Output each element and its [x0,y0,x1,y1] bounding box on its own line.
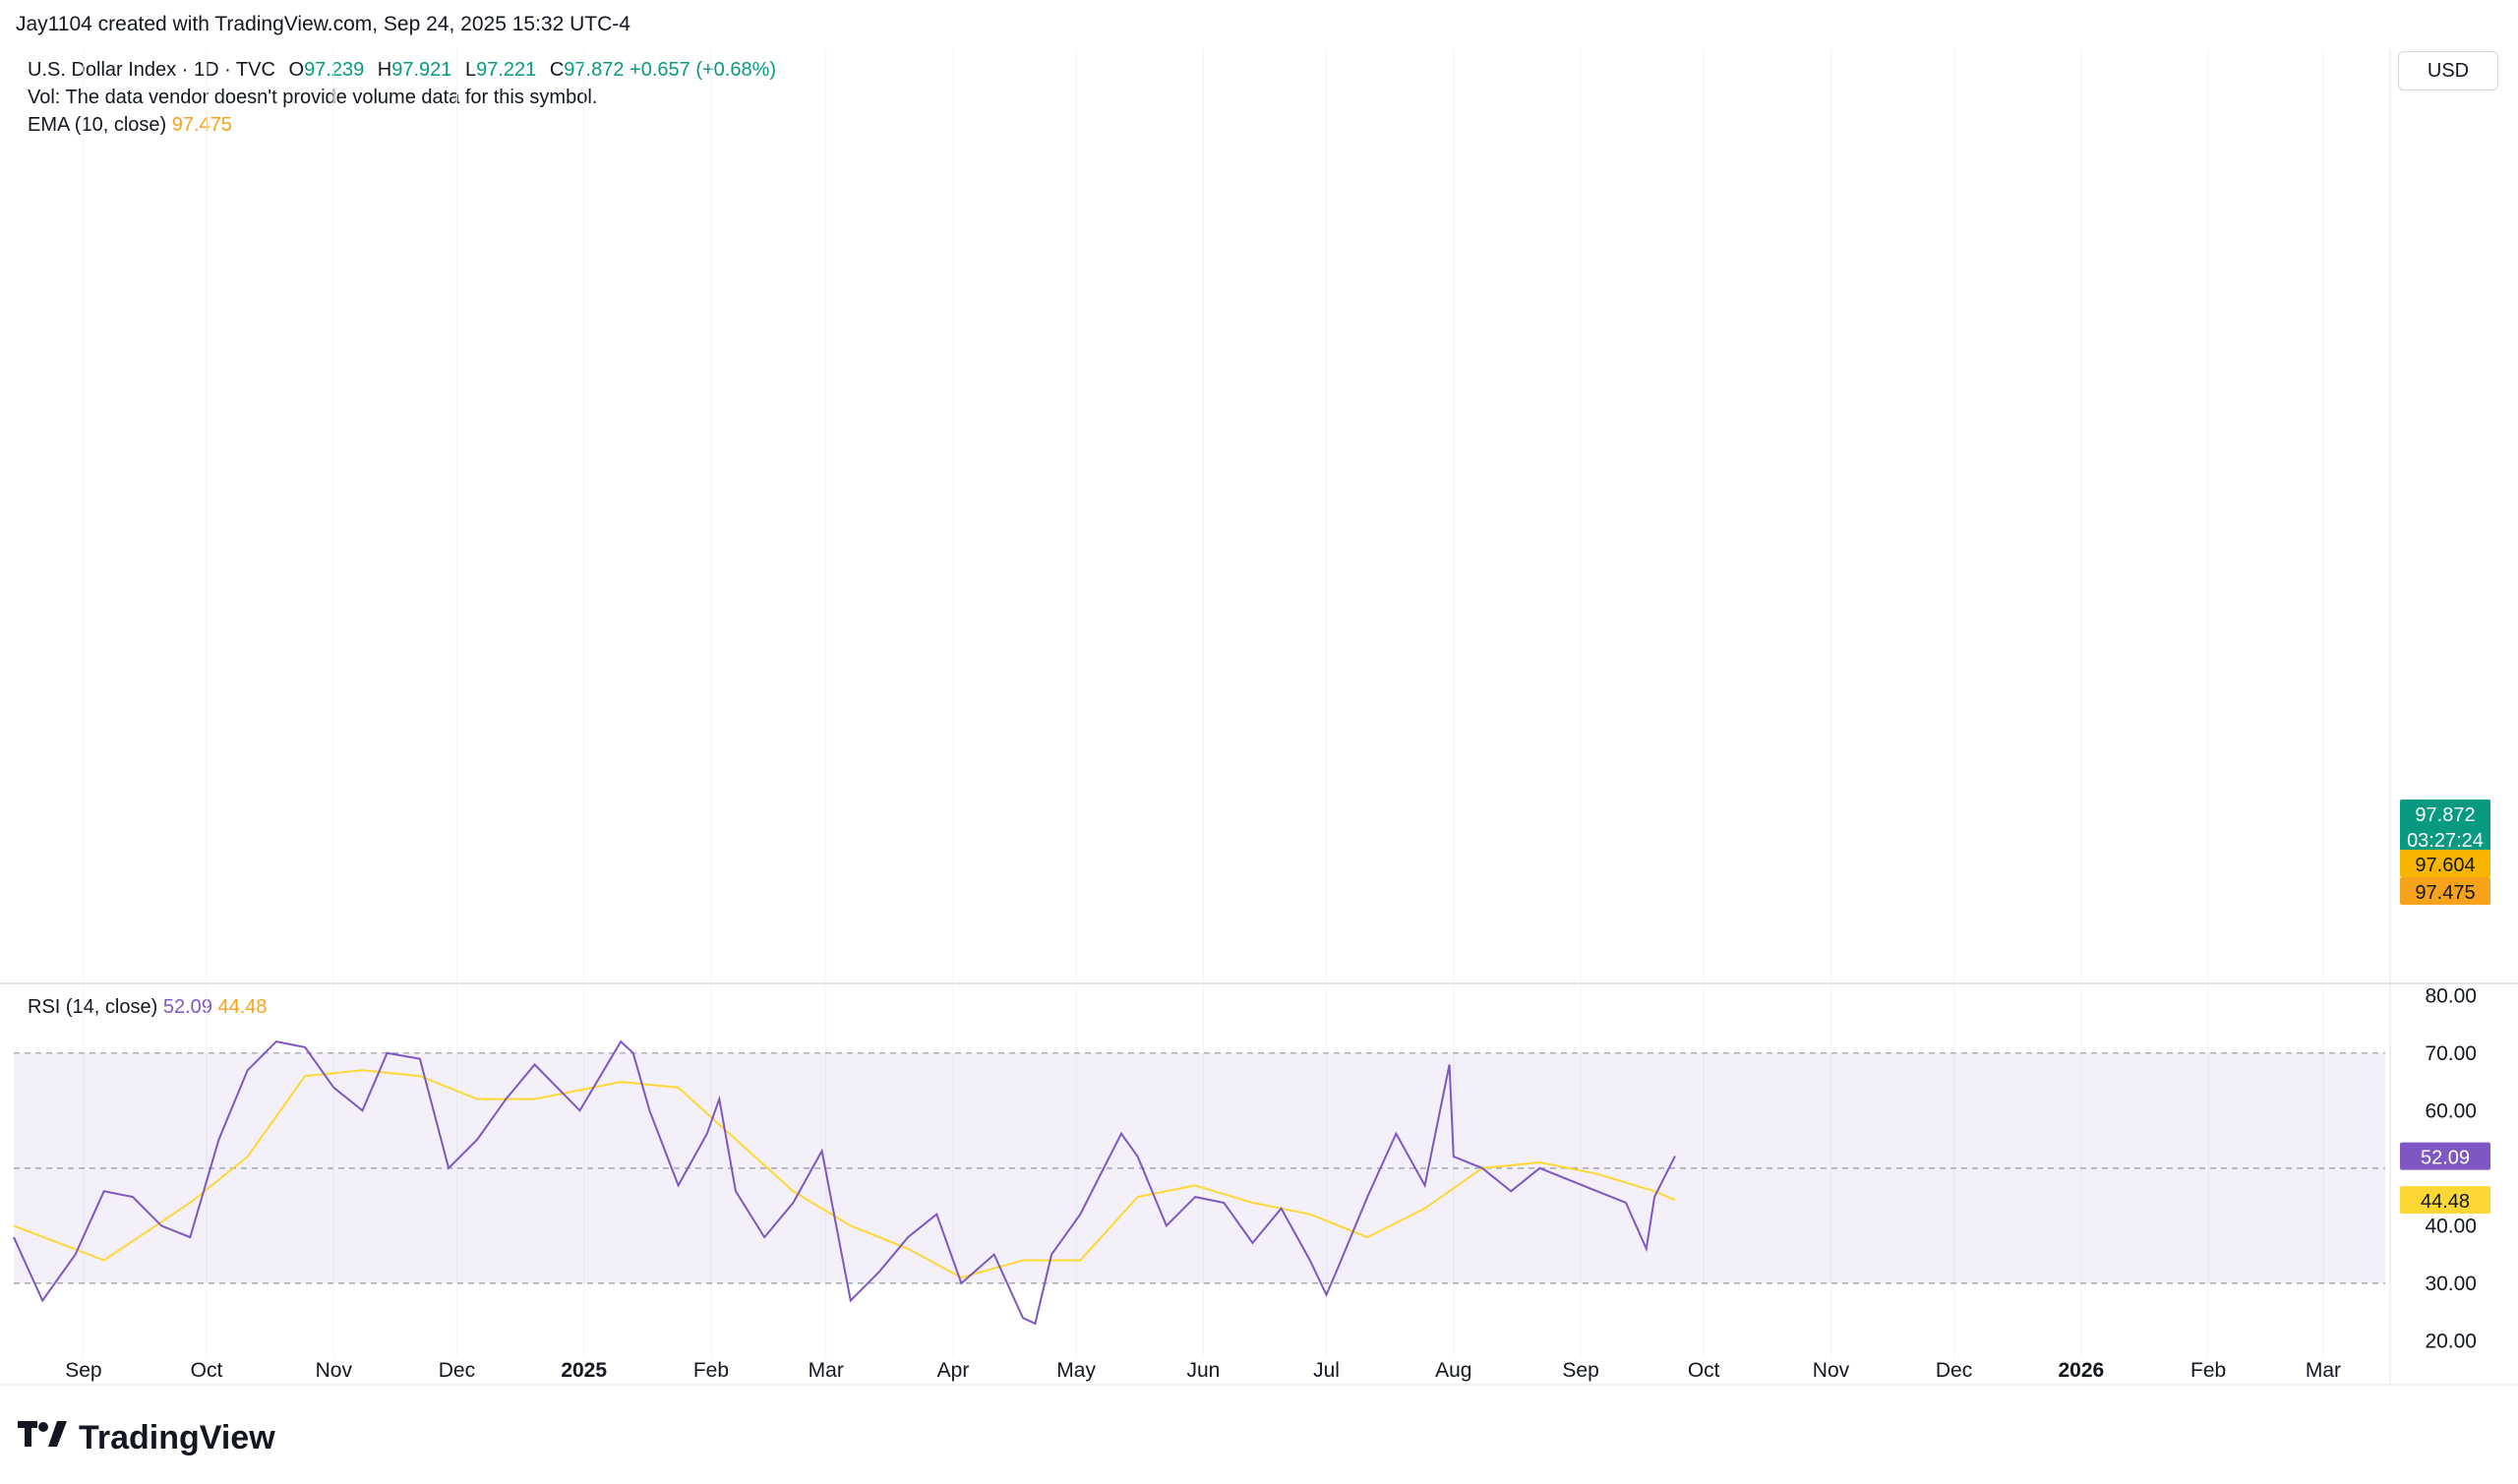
rsi-ma-line [13,1069,1676,1279]
rsi-badge: 52.09 [2400,1142,2490,1170]
ema-badge-text: 97.475 [2415,882,2475,904]
time-axis-label: Mar [809,1359,844,1382]
time-axis-label: Oct [191,1359,223,1382]
time-axis-label: Oct [1688,1359,1720,1382]
rsi-axis-label: 20.00 [2425,1330,2477,1352]
volume-note-text: Vol: The data vendor doesn't provide vol… [28,87,598,108]
last-price-badge: 97.872 03:27:24 [2400,800,2490,852]
level-badge-97604-text: 97.604 [2415,855,2475,876]
last-price-badge-bg [2400,800,2490,851]
time-axis-label: Jul [1313,1359,1340,1382]
ema-legend[interactable]: EMA (10, close) 97.475 [28,111,232,139]
brand-name: TradingView [79,1418,275,1456]
time-axis-label: Aug [1435,1359,1471,1382]
rsi-value: 52.09 [162,996,212,1018]
rsi-axis-label: 60.00 [2425,1099,2477,1122]
low-value: 97.221 [476,59,537,81]
ema-value: 97.475 [171,114,232,136]
close-label: C [549,59,565,81]
high-label: H [377,59,392,81]
last-price-badge-text: 97.872 [2415,804,2475,826]
rsi-ma-badge-bg [2400,1186,2490,1215]
time-axis-label: Apr [937,1359,970,1382]
time-axis-label: 2026 [2059,1359,2105,1382]
open-label: O [288,59,305,81]
change-value: +0.657 (+0.68%) [630,59,777,81]
level-badge-97604-bg [2400,850,2490,877]
time-axis-label: Sep [65,1359,101,1382]
tradingview-logo-icon [18,1419,69,1457]
rsi-ma-badge: 44.48 [2400,1186,2490,1215]
time-axis-label: Mar [2306,1359,2341,1382]
level-badge-97604: 97.604 [2400,850,2490,877]
last-price-badge-text: 03:27:24 [2407,830,2484,852]
rsi-axis-label: 30.00 [2425,1273,2477,1295]
time-axis-label: Sep [1562,1359,1598,1382]
ema-badge-bg [2400,877,2490,905]
time-axis-label: Feb [2190,1359,2226,1382]
rsi-ma-value: 44.48 [217,996,268,1018]
low-label: L [464,59,477,81]
rsi-ma-badge-text: 44.48 [2421,1191,2470,1213]
high-value: 97.921 [391,59,452,81]
rsi-label: RSI (14, close) [28,996,158,1018]
time-axis-label: May [1056,1359,1096,1382]
attribution-text: Jay1104 created with TradingView.com, Se… [16,13,630,35]
rsi-line [13,1039,1676,1326]
volume-note: Vol: The data vendor doesn't provide vol… [28,84,597,111]
ema-badge: 97.475 [2400,877,2490,905]
time-axis-label: Nov [1813,1359,1850,1382]
currency-button[interactable]: USD [2398,51,2498,90]
rsi-badge-bg [2400,1142,2490,1170]
time-axis-label: Nov [316,1359,353,1382]
rsi-axis-label: 80.00 [2425,984,2477,1007]
rsi-legend[interactable]: RSI (14, close) 52.09 44.48 [28,993,268,1021]
rsi-axis-label: 70.00 [2425,1042,2477,1065]
symbol-title[interactable]: U.S. Dollar Index · 1D · TVC [28,59,275,81]
time-axis-label: Dec [1936,1359,1972,1382]
time-axis-label: 2025 [561,1359,607,1382]
ema-label: EMA (10, close) [28,114,167,136]
rsi-axis-label: 40.00 [2425,1215,2477,1237]
brand: TradingView [18,1416,275,1459]
attribution-bar: Jay1104 created with TradingView.com, Se… [0,0,2518,49]
rsi-badge-text: 52.09 [2421,1148,2470,1169]
time-axis-label: Dec [439,1359,475,1382]
close-value: 97.872 [564,59,625,81]
time-axis-label: Feb [693,1359,729,1382]
time-axis-label: Jun [1186,1359,1220,1382]
